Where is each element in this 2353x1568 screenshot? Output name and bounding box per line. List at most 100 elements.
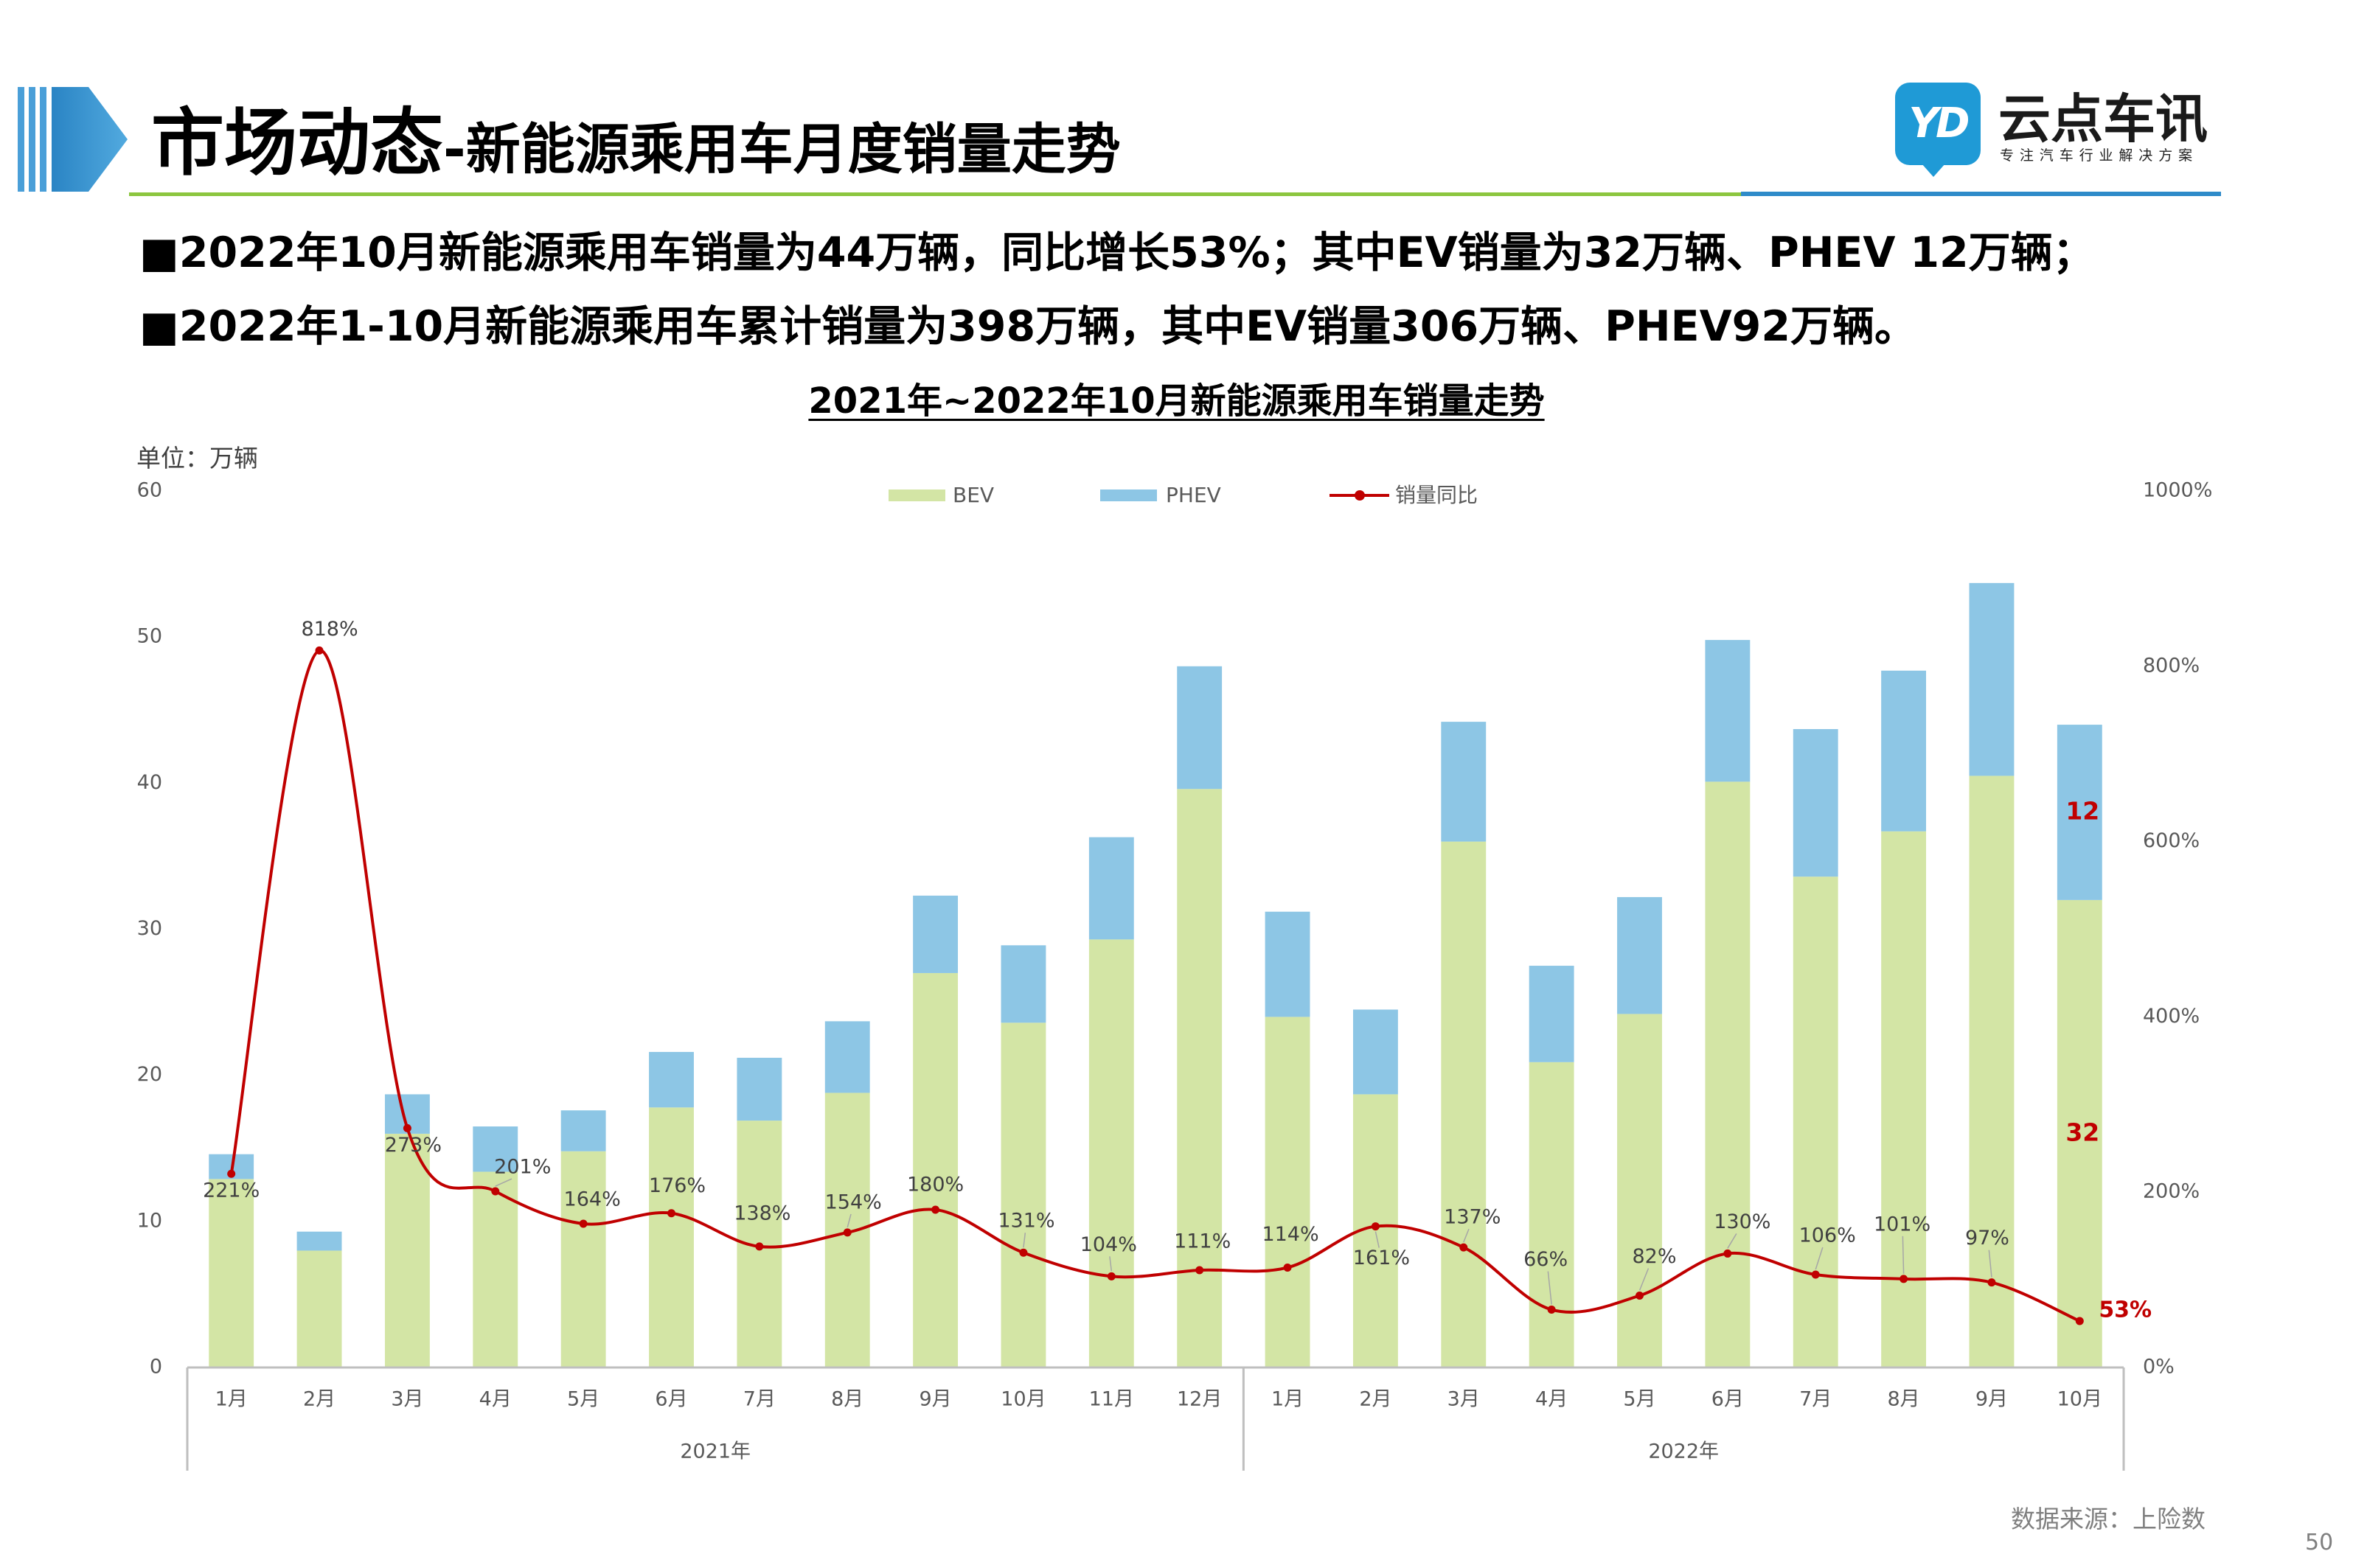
header-arrow-shape bbox=[52, 87, 128, 192]
phev-bar-10 bbox=[1001, 945, 1046, 1023]
yoy-point-22 bbox=[2075, 1317, 2084, 1325]
legend-yoy-dot bbox=[1355, 490, 1365, 501]
brand-tagline: 专注汽车行业解决方案 bbox=[2000, 147, 2199, 164]
logo-bubble-tail bbox=[1922, 164, 1945, 177]
x-category-label: 1月 bbox=[1271, 1388, 1304, 1411]
y-axis-unit-label: 单位：万辆 bbox=[136, 444, 258, 473]
yoy-point-1 bbox=[227, 1169, 236, 1178]
phev-bar-2 bbox=[296, 1231, 342, 1251]
legend-bev-label: BEV bbox=[953, 483, 995, 507]
bev-bar-5 bbox=[560, 1151, 606, 1367]
bev-bar-9 bbox=[913, 972, 959, 1367]
bev-bar-18 bbox=[1705, 781, 1751, 1367]
bullet-2: ■2022年1-10月新能源乘用车累计销量为398万辆，其中EV销量306万辆、… bbox=[139, 302, 1917, 351]
yoy-leader-line bbox=[1727, 1233, 1737, 1249]
x-category-label: 6月 bbox=[1711, 1388, 1744, 1411]
phev-bar-20 bbox=[1881, 670, 1927, 832]
bullet-1: ■2022年10月新能源乘用车销量为44万辆，同比增长53%；其中EV销量为32… bbox=[139, 229, 2095, 277]
yoy-label-16: 66% bbox=[1523, 1248, 1568, 1271]
yoy-point-7 bbox=[755, 1242, 764, 1251]
phev-bar-12 bbox=[1177, 666, 1223, 790]
yoy-label-3: 273% bbox=[385, 1134, 442, 1157]
yoy-label-1: 221% bbox=[203, 1180, 260, 1202]
legend-bev-swatch bbox=[889, 489, 945, 501]
page-number: 50 bbox=[2305, 1530, 2334, 1555]
x-category-label: 6月 bbox=[655, 1388, 687, 1411]
x-category-label: 9月 bbox=[1975, 1388, 2008, 1411]
header-arrow-icon bbox=[18, 87, 128, 192]
bev-bar-13 bbox=[1265, 1017, 1310, 1367]
bev-bar-16 bbox=[1529, 1062, 1574, 1367]
yoy-leader-line bbox=[1988, 1250, 1992, 1278]
x-category-label: 10月 bbox=[1001, 1388, 1046, 1411]
yoy-label-2: 818% bbox=[301, 618, 358, 641]
x-category-label: 12月 bbox=[1177, 1388, 1222, 1411]
bev-bar-4 bbox=[473, 1171, 518, 1367]
yoy-label-21: 97% bbox=[1965, 1227, 2009, 1250]
yoy-point-11 bbox=[1107, 1272, 1116, 1280]
x-category-label: 8月 bbox=[1887, 1388, 1919, 1411]
legend-phev-swatch bbox=[1100, 489, 1157, 501]
yoy-point-20 bbox=[1900, 1275, 1908, 1283]
yoy-leader-line bbox=[1374, 1231, 1380, 1248]
x-group-label: 2021年 bbox=[680, 1440, 751, 1463]
yoy-leader-line bbox=[1023, 1233, 1026, 1248]
bev-bar-20 bbox=[1881, 831, 1927, 1367]
bev-bar-3 bbox=[384, 1133, 430, 1367]
phev-bar-13 bbox=[1265, 911, 1310, 1017]
x-category-label: 7月 bbox=[1799, 1388, 1832, 1411]
yoy-point-21 bbox=[1987, 1278, 1996, 1287]
x-category-label: 8月 bbox=[831, 1388, 863, 1411]
yoy-leader-line bbox=[1815, 1247, 1824, 1270]
yoy-label-12: 111% bbox=[1174, 1230, 1231, 1253]
x-category-label: 2月 bbox=[303, 1388, 336, 1411]
y-right-tick-label: 1000% bbox=[2143, 479, 2212, 502]
yoy-label-20: 101% bbox=[1874, 1213, 1930, 1236]
header-stripe-2 bbox=[29, 87, 35, 192]
y-right-tick-label: 800% bbox=[2143, 654, 2200, 677]
yoy-label-9: 180% bbox=[907, 1173, 964, 1196]
yoy-label-7: 138% bbox=[734, 1202, 790, 1224]
phev-bar-14 bbox=[1352, 1009, 1398, 1095]
yoy-label-19: 106% bbox=[1799, 1224, 1856, 1247]
yoy-point-10 bbox=[1019, 1248, 1028, 1257]
header-rule-green bbox=[129, 192, 1741, 196]
phev-bar-9 bbox=[913, 895, 959, 973]
bev-bar-6 bbox=[649, 1107, 694, 1367]
x-category-label: 4月 bbox=[1535, 1388, 1568, 1411]
bev-bar-22 bbox=[2057, 899, 2102, 1367]
header-stripe-1 bbox=[18, 87, 24, 192]
y-left-tick-label: 60 bbox=[137, 479, 162, 502]
legend-phev-label: PHEV bbox=[1166, 483, 1221, 507]
bev-bar-17 bbox=[1617, 1014, 1662, 1367]
yoy-point-16 bbox=[1547, 1306, 1556, 1314]
y-left-tick-label: 20 bbox=[137, 1063, 162, 1086]
bev-bar-12 bbox=[1177, 789, 1223, 1367]
x-category-label: 1月 bbox=[215, 1388, 248, 1411]
phev-bar-19 bbox=[1793, 729, 1838, 877]
yoy-label-8: 154% bbox=[825, 1191, 882, 1213]
yoy-point-2 bbox=[315, 646, 324, 655]
phev-bar-5 bbox=[560, 1110, 606, 1151]
phev-bar-17 bbox=[1617, 896, 1662, 1014]
yoy-point-5 bbox=[579, 1219, 588, 1228]
y-right-tick-label: 0% bbox=[2143, 1356, 2175, 1379]
bev-bar-19 bbox=[1793, 877, 1838, 1367]
page-title-main: 市场动态 bbox=[151, 101, 443, 186]
yoy-label-14: 161% bbox=[1353, 1247, 1410, 1269]
yoy-label-13: 114% bbox=[1262, 1223, 1318, 1246]
yoy-point-14 bbox=[1371, 1222, 1380, 1231]
phev-bar-8 bbox=[824, 1021, 870, 1093]
yoy-label-10: 131% bbox=[998, 1210, 1054, 1233]
phev-bar-15 bbox=[1441, 722, 1487, 842]
yoy-point-15 bbox=[1459, 1243, 1468, 1252]
yoy-point-12 bbox=[1195, 1266, 1204, 1275]
bev-bar-2 bbox=[296, 1250, 342, 1367]
x-category-label: 5月 bbox=[1623, 1388, 1655, 1411]
yoy-label-15: 137% bbox=[1444, 1206, 1501, 1229]
logo-icon-text: YD bbox=[1908, 100, 1970, 147]
yoy-label-6: 176% bbox=[649, 1174, 706, 1197]
phev-bar-16 bbox=[1529, 966, 1574, 1062]
yoy-point-4 bbox=[491, 1187, 500, 1196]
